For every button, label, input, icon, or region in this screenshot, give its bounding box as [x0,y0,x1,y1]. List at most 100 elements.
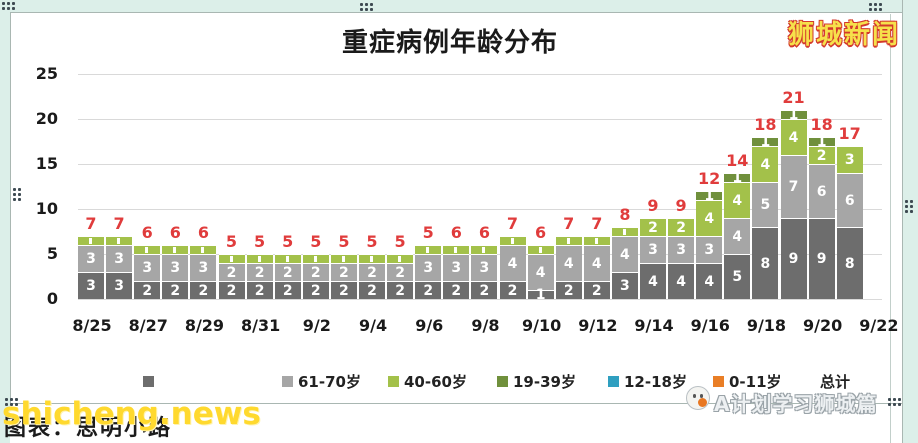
bar-segment-green [359,254,385,263]
segment-value-label: 8 [844,256,855,272]
segment-value-label: 3 [648,242,658,258]
bar-total-label: 6 [169,223,181,242]
bar-segment-green [106,236,133,245]
bar-total-label: 8 [619,205,631,224]
selection-handle-top-left[interactable] [2,2,15,10]
window-frame-top [0,0,918,12]
segment-value-label: 2 [282,283,293,299]
segment-value-label: 1 [535,287,546,303]
segment-value-label: 4 [507,256,518,272]
segment-value-label: 4 [788,130,799,146]
segment-value-label: 4 [732,193,743,209]
segment-value-label: 2 [676,220,686,236]
bar-segment-green [78,236,104,245]
segment-value-label: 2 [563,283,574,299]
bar-total-label: 9 [675,196,687,215]
bar-segment-dark-gray: 4 [668,263,695,299]
bar-segment-light-gray: 3 [190,254,217,281]
bar-segment-dark-gray: 2 [218,281,245,299]
bar-9/14: 4 3 2 [640,0,666,299]
clipped-segment-label [341,256,345,262]
bar-segment-dark-green: 1 [780,108,807,122]
bar-9/16: 4 3 4 1 [696,0,723,299]
segment-value-label: 2 [170,283,181,299]
segment-value-label: 3 [86,278,96,294]
x-axis-tick-label: 9/20 [803,316,843,335]
bar-total-label: 5 [310,232,322,251]
bar-total-label: 5 [394,232,406,251]
x-axis-tick-label: 8/25 [72,316,112,335]
legend-swatch-icon [608,375,619,387]
bar-segment-light-gray: 7 [780,155,807,218]
bar-segment-light-gray: 3 [443,254,470,281]
bar-total-label: 17 [838,124,861,143]
bar-segment-green: 2 [808,146,835,164]
bar-total-label: 5 [366,232,378,251]
bar-9/19: 9 7 4 1 [780,0,807,299]
bar-segment-green [190,245,217,254]
segment-value-label: 6 [816,184,827,200]
bar-segment-green [274,254,301,263]
bar-segment-green [162,245,189,254]
clipped-segment-label [566,238,570,244]
legend-swatch-icon [497,375,508,387]
window-frame-left [0,0,10,443]
selection-handle-bottom-left[interactable] [5,398,18,406]
frame-border-right-inner [890,14,891,443]
bar-segment-dark-gray: 2 [387,281,414,299]
bar-segment-dark-gray: 2 [555,281,582,299]
bar-segment-light-gray: 2 [387,263,414,281]
bar-total-label: 6 [197,223,209,242]
legend-item: 19-39岁 [497,372,576,391]
x-axis-tick-label: 9/16 [690,316,730,335]
segment-value-label: 3 [704,242,715,258]
bar-segment-light-gray: 5 [752,182,779,227]
segment-value-label: 3 [479,260,490,276]
selection-handle-left[interactable] [13,188,21,201]
segment-value-label: 3 [114,251,124,267]
bar-total-label: 9 [647,196,659,215]
x-axis-tick-label: 9/2 [302,316,331,335]
clipped-segment-label [201,247,205,253]
bar-segment-dark-gray: 2 [190,281,217,299]
source-credit-text: 图表：思明小路 [4,416,173,441]
bar-segment-light-gray: 4 [527,254,554,290]
bar-total-label: 21 [782,88,805,107]
bar-segment-dark-gray: 3 [106,272,133,299]
y-axis-tick-label: 20 [35,109,58,128]
bar-segment-dark-green: 1 [696,189,723,203]
selection-handle-top-right[interactable] [869,3,882,11]
segment-value-label: 5 [760,197,771,213]
segment-value-label: 2 [254,283,265,299]
frame-border-bottom [10,403,902,404]
selection-handle-top[interactable] [360,3,373,11]
selection-handle-bottom-right[interactable] [888,398,901,406]
bar-segment-dark-green: 1 [752,135,779,149]
y-axis-tick-label: 10 [35,199,58,218]
bar-total-label: 18 [754,115,777,134]
site-watermark-top-right: 狮城新闻 [788,20,901,50]
y-axis-tick-label: 25 [35,64,58,83]
bar-segment-green [330,254,357,263]
segment-value-label: 3 [198,260,209,276]
segment-value-label: 2 [479,283,490,299]
legend-label: 40-60岁 [404,372,467,391]
bar-segment-dark-gray: 2 [359,281,385,299]
bar-segment-light-gray: 4 [555,245,582,281]
selection-handle-right[interactable] [905,200,913,213]
bar-total-label: 7 [563,214,575,233]
x-axis-tick-label: 9/6 [415,316,444,335]
bar-segment-green [218,254,245,263]
bar-segment-dark-gray: 2 [499,281,526,299]
bar-segment-dark-gray: 9 [808,218,835,299]
y-axis-tick-label: 0 [46,289,58,308]
